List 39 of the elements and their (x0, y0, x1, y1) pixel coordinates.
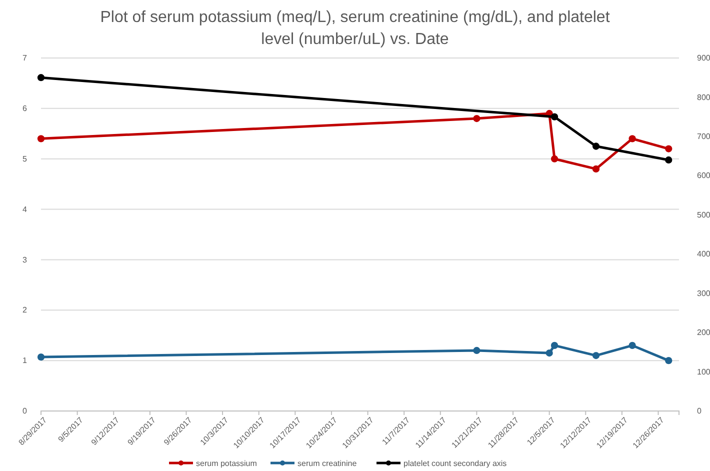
point (473, 114, 480, 122)
y2-tick-label: 500 (697, 210, 710, 220)
y2-tick-label: 200 (697, 328, 710, 338)
point (37, 74, 45, 82)
y2-tick-label: 0 (697, 406, 702, 416)
point (628, 135, 636, 142)
legend-label: serum potassium (196, 459, 258, 468)
y2-tick-label: 600 (697, 171, 710, 180)
y2-tick-label: 100 (697, 367, 710, 376)
y2-tick-label: 900 (697, 54, 710, 63)
chart-title: Plot of serum potassium (meq/L), serum creatinine (mg/dL), and platelet level (number/uL) vs. Date (100, 9, 610, 48)
point (592, 142, 600, 150)
point (592, 352, 600, 360)
y2-tick-label: 300 (697, 288, 710, 298)
point (37, 135, 45, 142)
y-tick-label: 0 (22, 406, 28, 416)
point (550, 113, 558, 120)
legend-label: serum creatinine (298, 459, 358, 468)
y-tick-label: 5 (22, 154, 28, 164)
y-tick-label: 1 (22, 356, 28, 366)
legend-label: platelet count secondary axis (404, 459, 507, 468)
y2-tick-label: 400 (697, 250, 710, 259)
y-tick-label: 3 (22, 255, 28, 264)
point (473, 346, 480, 354)
point (665, 145, 672, 152)
y-tick-label: 4 (22, 204, 28, 214)
point (37, 353, 45, 361)
point (665, 156, 672, 164)
point (550, 342, 558, 350)
point (546, 349, 553, 357)
y-tick-label: 2 (22, 306, 28, 315)
point (628, 342, 636, 350)
point (550, 155, 558, 162)
y-tick-label: 7 (22, 54, 28, 63)
y2-tick-label: 700 (697, 132, 710, 142)
point (592, 165, 600, 173)
point (665, 357, 672, 364)
y2-tick-label: 800 (697, 92, 710, 102)
y-tick-label: 6 (22, 104, 28, 113)
